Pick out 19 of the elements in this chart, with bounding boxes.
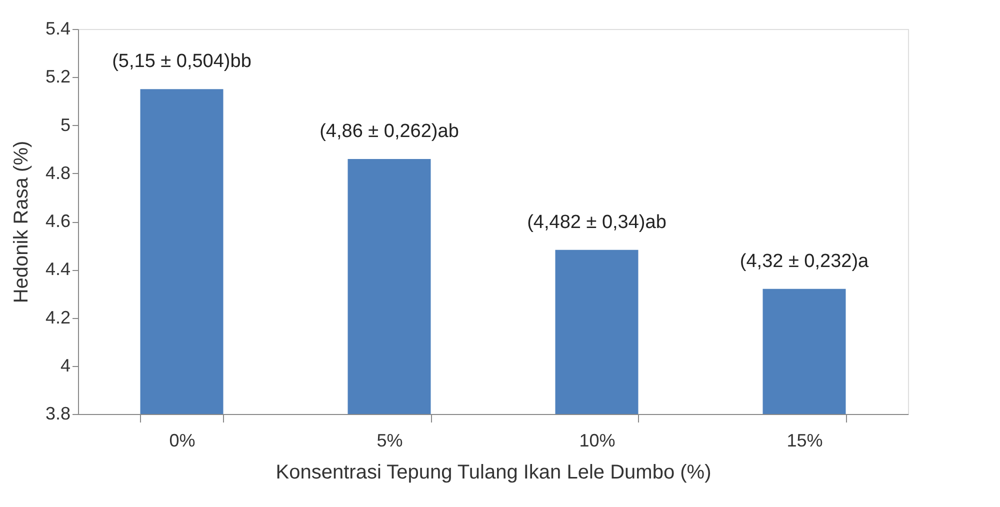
x-tick-label: 10% xyxy=(579,430,616,450)
x-axis-title: Konsentrasi Tepung Tulang Ikan Lele Dumbo (%) xyxy=(276,462,712,484)
y-tick-label: 5.2 xyxy=(45,66,70,87)
x-tick-label: 15% xyxy=(786,430,823,450)
y-tick-label: 4 xyxy=(60,355,70,376)
x-tick-label: 5% xyxy=(376,430,403,450)
y-tick-label: 4.4 xyxy=(45,259,70,280)
x-tick-label: 0% xyxy=(169,430,196,450)
y-tick-label: 5.4 xyxy=(45,18,70,38)
y-tick-label: 5 xyxy=(60,114,70,135)
data-label: (4,86 ± 0,262)ab xyxy=(320,120,459,142)
y-tick-label: 4.2 xyxy=(45,307,70,328)
y-tick-label: 4.8 xyxy=(45,162,70,183)
data-label: (4,32 ± 0,232)a xyxy=(740,250,870,272)
data-label: (5,15 ± 0,504)bb xyxy=(112,51,252,72)
y-tick-label: 4.6 xyxy=(45,211,70,231)
data-label: (4,482 ± 0,34)ab xyxy=(527,212,666,233)
y-tick-label: 3.8 xyxy=(45,404,70,424)
y-axis-title: Hedonik Rasa (%) xyxy=(10,140,32,304)
